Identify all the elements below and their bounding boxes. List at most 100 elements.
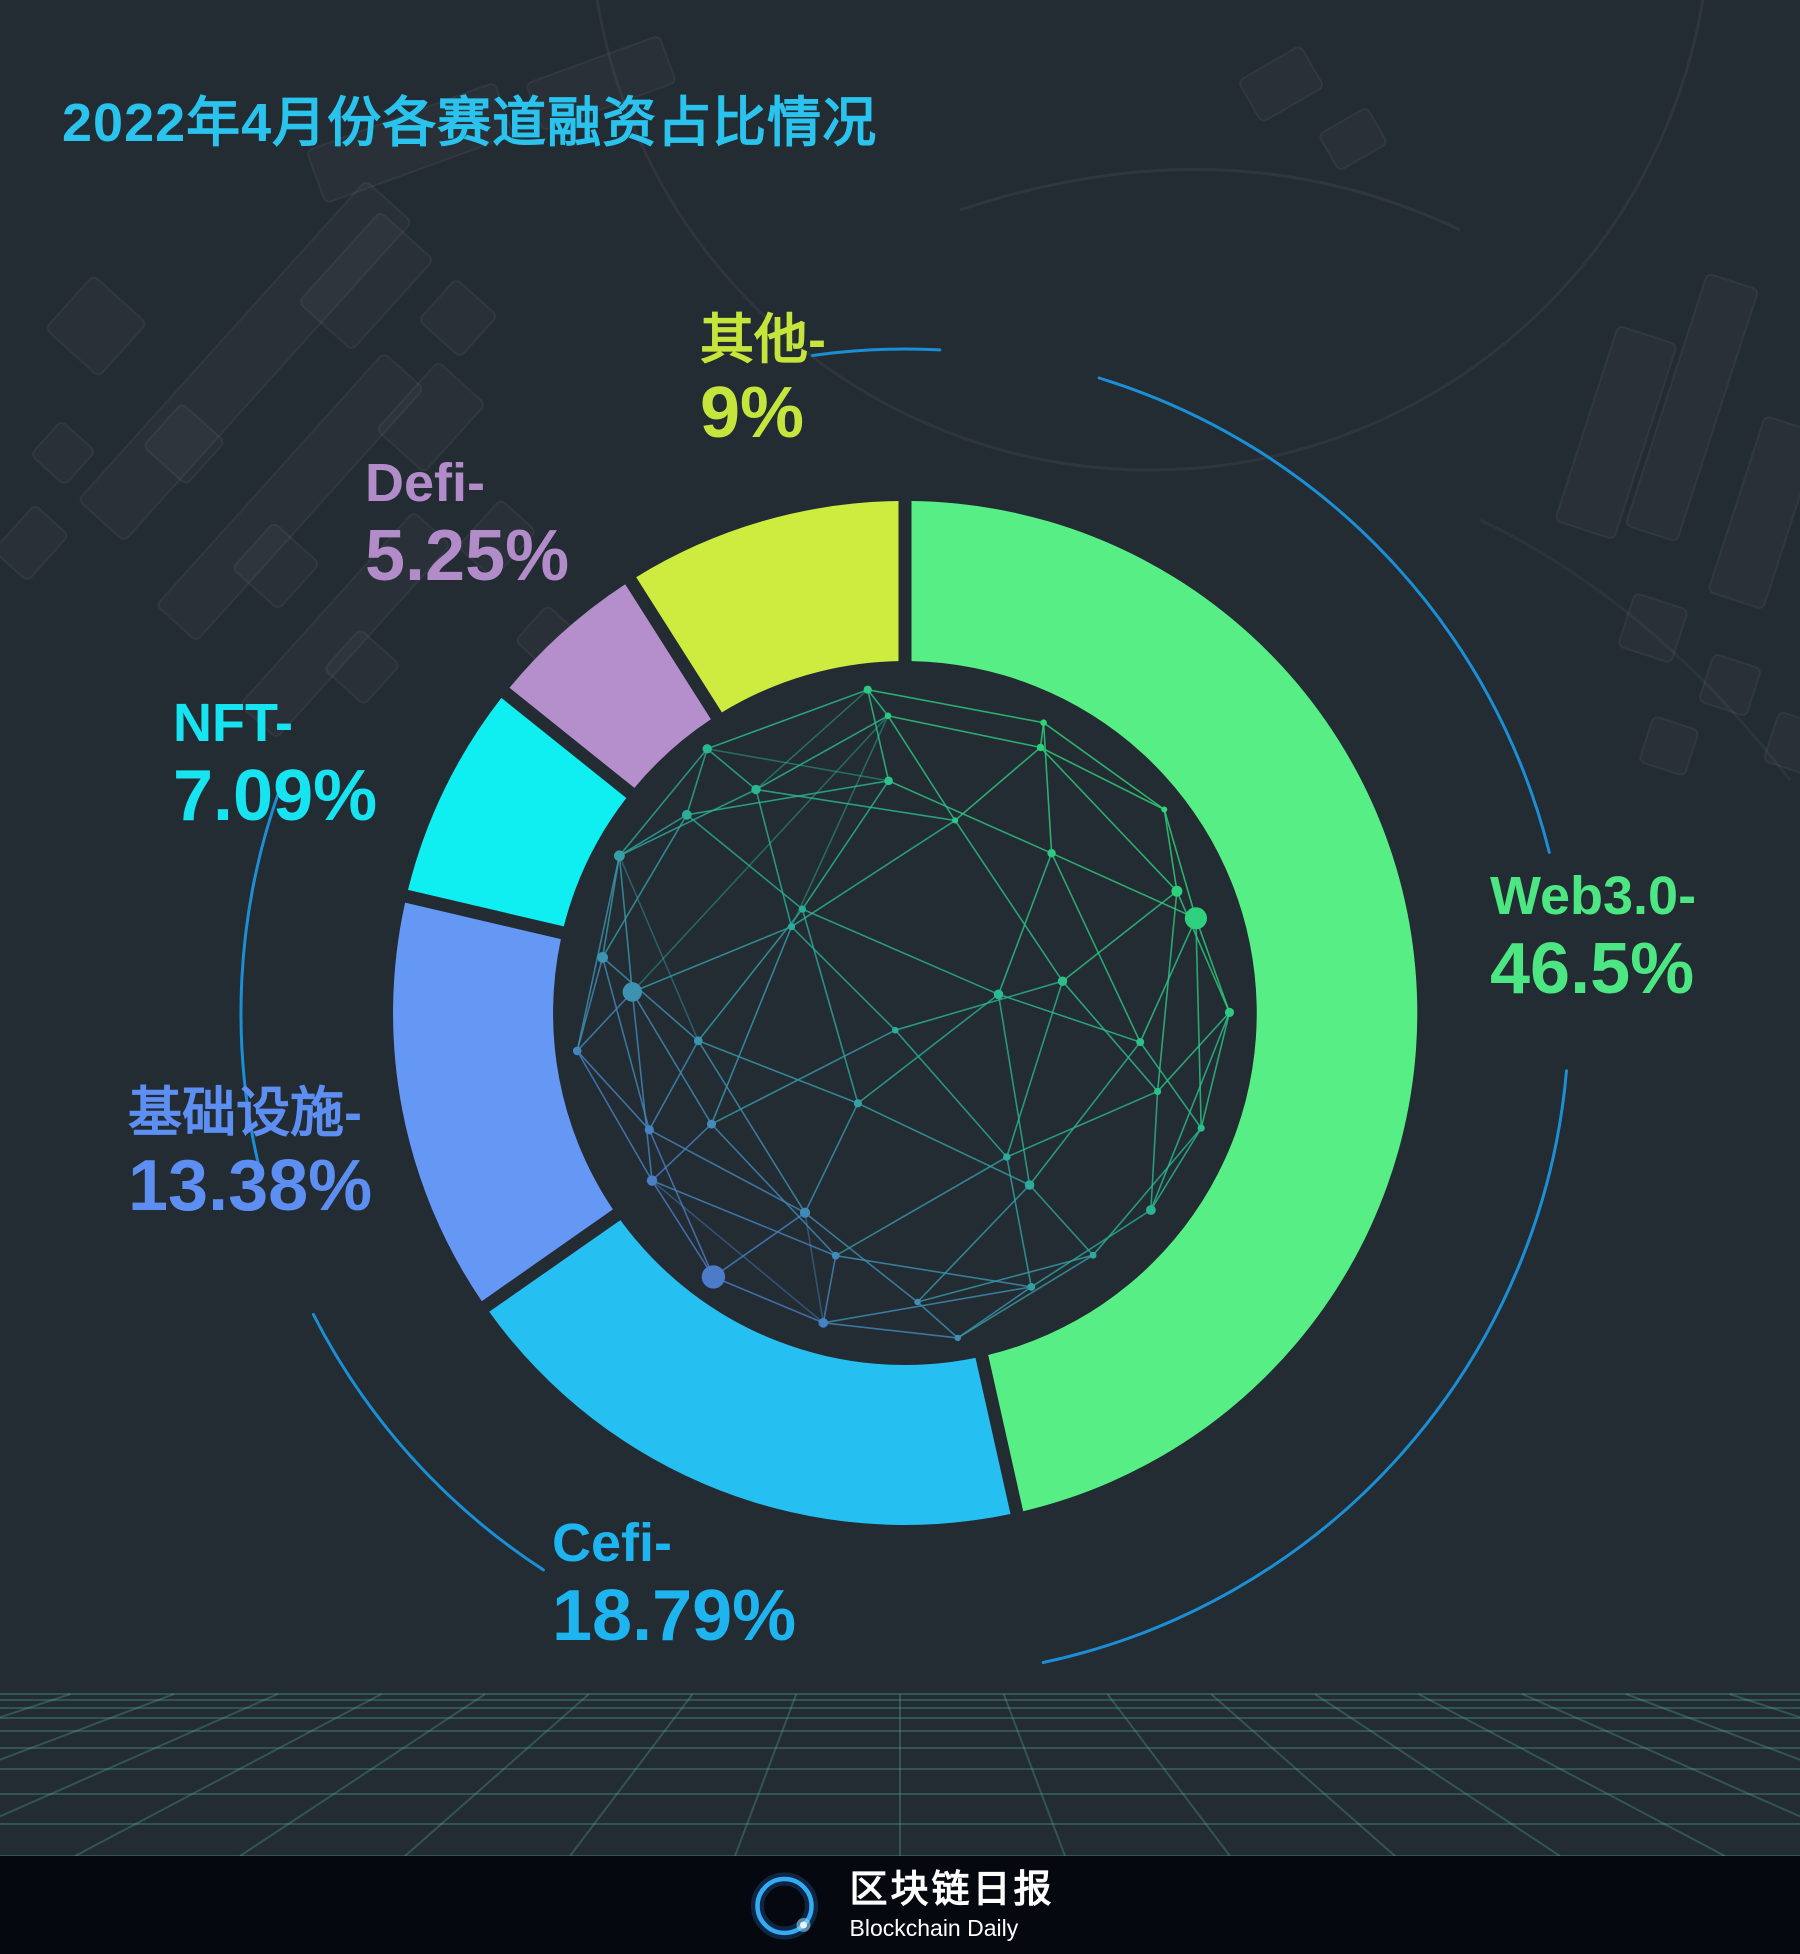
mesh-edge (706, 748, 757, 791)
decor-block (1618, 593, 1688, 663)
mesh-edge (601, 957, 651, 1131)
mesh-edge (957, 1286, 1032, 1339)
mesh-edge (618, 855, 634, 993)
mesh-edge (823, 1286, 1032, 1324)
mesh-edge (1028, 1041, 1141, 1186)
mesh-edge (697, 908, 804, 1042)
mesh-edge (1139, 1041, 1202, 1129)
mesh-edge (631, 991, 653, 1181)
floor-grid-line (1417, 1693, 1726, 1857)
mesh-edge (790, 715, 889, 928)
decor-block (307, 83, 513, 203)
mesh-edge (710, 1123, 837, 1257)
donut-slice-Cefi (489, 1220, 1011, 1525)
mesh-node (853, 1099, 863, 1108)
decor-block (46, 276, 146, 376)
mesh-node (1024, 1180, 1035, 1190)
decor-curve (959, 168, 1461, 232)
decor-block (1699, 654, 1761, 716)
mesh-edge (1051, 852, 1197, 920)
mesh-edge (712, 1212, 806, 1278)
mesh-edge (698, 1040, 859, 1105)
mesh-edge (1029, 1184, 1094, 1256)
mesh-edge (1163, 809, 1197, 919)
label-web3: Web3.0- 46.5% (1490, 868, 1696, 1007)
mesh-node (831, 1251, 840, 1260)
mesh-edge (1042, 722, 1053, 854)
mesh-node (993, 989, 1004, 1000)
mesh-edge (1039, 746, 1178, 892)
mesh-edge (916, 1184, 1031, 1303)
mesh-edge (1092, 1127, 1202, 1256)
mesh-edge (1030, 1209, 1152, 1288)
mesh-node (914, 1298, 921, 1306)
mesh-edge (711, 1029, 896, 1125)
mesh-edge (894, 1029, 1008, 1158)
mesh-edge (1195, 918, 1202, 1129)
mesh-edge (755, 689, 869, 791)
mesh-edge (651, 1179, 824, 1324)
mesh-node (892, 1026, 899, 1034)
mesh-edge (835, 1156, 1008, 1257)
mesh-edge (954, 819, 1064, 982)
label-web3-name: Web3.0- (1490, 866, 1697, 926)
mesh-edge (822, 1255, 837, 1323)
mesh-edge (804, 1212, 918, 1303)
decor-arc (811, 347, 942, 357)
mesh-edge (576, 1050, 653, 1181)
mesh-edge (618, 855, 700, 1042)
mesh-edge (917, 1254, 1094, 1303)
label-cefi-name: Cefi- (552, 1513, 672, 1573)
mesh-edge (707, 748, 889, 782)
mesh-edge (619, 788, 757, 857)
mesh-edge (866, 689, 890, 781)
mesh-edge (631, 925, 792, 993)
mesh-edge (755, 715, 889, 791)
mesh-node (1089, 1251, 1097, 1259)
mesh-edge (887, 715, 956, 821)
label-nft-value: 7.09% (173, 756, 378, 837)
decor-block (1763, 711, 1800, 777)
decor-arc (1097, 376, 1551, 854)
mesh-node (1224, 1007, 1235, 1018)
mesh-node (954, 1334, 961, 1342)
mesh-node (787, 923, 796, 931)
mesh-edge (755, 789, 793, 927)
mesh-edge (1150, 1127, 1202, 1211)
mesh-edge (1150, 1091, 1159, 1211)
mesh-edge (601, 814, 688, 958)
decor-block (157, 354, 423, 640)
decor-block (1708, 416, 1800, 609)
mesh-edge (835, 1254, 1032, 1288)
mesh-node (1027, 1283, 1036, 1291)
decor-block (31, 421, 95, 485)
mesh-edge (801, 908, 859, 1104)
decor-block (1625, 273, 1759, 542)
mesh-edge (1195, 918, 1231, 1013)
mesh-edge (1200, 1012, 1231, 1129)
label-infrastructure: 基础设施- 13.38% (128, 1085, 372, 1224)
decor-block (1319, 108, 1387, 170)
mesh-node (693, 1036, 703, 1046)
decor-block (526, 35, 676, 131)
mesh-node (707, 1119, 716, 1129)
mesh-edge (804, 1212, 825, 1323)
mesh-edge (618, 814, 688, 857)
mesh-edge (576, 991, 633, 1052)
label-defi-value: 5.25% (365, 516, 570, 597)
mesh-edge (1150, 1012, 1231, 1211)
donut-slice-Web3.0 (911, 501, 1418, 1512)
mesh-edge (602, 956, 699, 1042)
decor-curve (1479, 518, 1792, 781)
label-infrastructure-name: 基础设施- (128, 1083, 362, 1143)
mesh-edge (576, 855, 621, 1052)
mesh-edge (1006, 980, 1064, 1158)
label-defi-name: Defi- (365, 453, 485, 513)
decor-block (1555, 325, 1677, 540)
mesh-node (1003, 1153, 1011, 1161)
mesh-edge (1006, 1090, 1158, 1158)
mesh-edge (1156, 891, 1178, 1092)
decor-arc (239, 784, 283, 1176)
mesh-edge (686, 748, 708, 816)
floor-grid-line (1521, 1693, 1800, 1818)
